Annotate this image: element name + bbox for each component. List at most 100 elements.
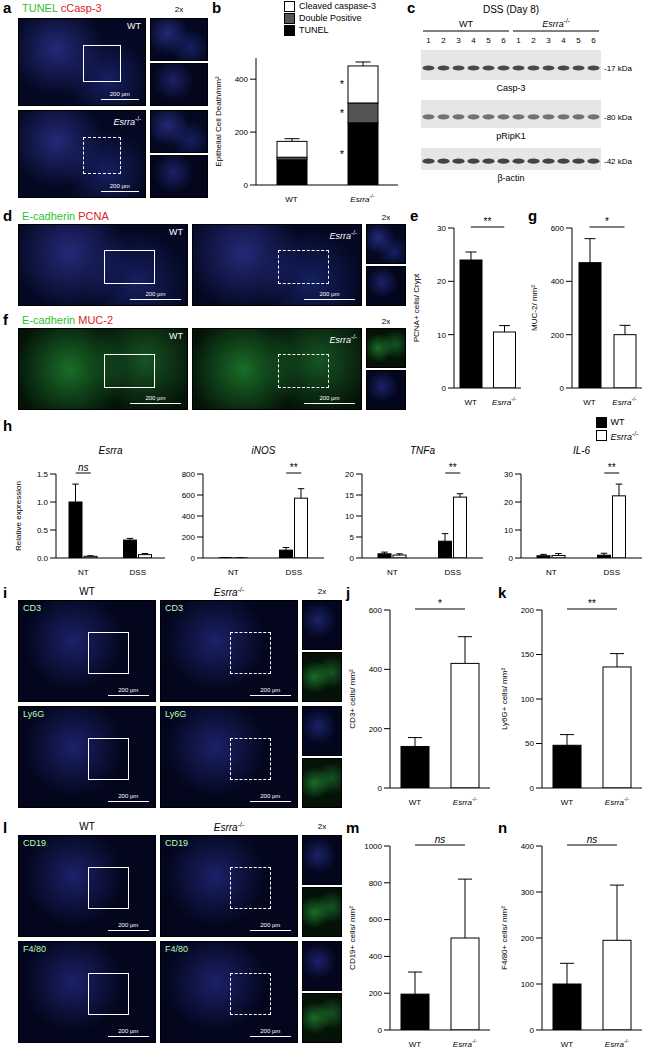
svg-text:**: ** xyxy=(290,462,298,473)
svg-text:*: * xyxy=(605,216,609,227)
svg-text:300: 300 xyxy=(521,888,535,897)
svg-text:DSS: DSS xyxy=(130,568,146,577)
svg-text:3: 3 xyxy=(546,36,551,45)
svg-text:0: 0 xyxy=(378,1026,383,1035)
svg-text:DSS (Day 8): DSS (Day 8) xyxy=(483,4,539,15)
svg-text:*: * xyxy=(438,598,442,609)
svg-text:6: 6 xyxy=(591,36,596,45)
svg-text:1: 1 xyxy=(426,36,431,45)
svg-text:Esrra-/-: Esrra-/- xyxy=(605,1038,630,1049)
svg-text:30: 30 xyxy=(437,224,446,233)
svg-text:*: * xyxy=(340,148,345,160)
svg-text:NT: NT xyxy=(546,568,557,577)
svg-text:*: * xyxy=(340,78,345,90)
svg-text:200: 200 xyxy=(235,128,249,137)
svg-text:0: 0 xyxy=(530,784,535,793)
svg-text:1: 1 xyxy=(516,36,521,45)
svg-text:0: 0 xyxy=(244,181,249,190)
svg-text:20: 20 xyxy=(437,277,446,286)
svg-text:Relative expression: Relative expression xyxy=(14,481,23,551)
svg-text:Esrra-/-: Esrra-/- xyxy=(492,396,517,407)
svg-text:**: ** xyxy=(449,462,457,473)
svg-text:pRipK1: pRipK1 xyxy=(496,131,526,141)
svg-text:WT: WT xyxy=(285,195,298,204)
svg-text:β-actin: β-actin xyxy=(497,173,524,183)
svg-text:5: 5 xyxy=(486,36,491,45)
svg-text:400: 400 xyxy=(521,842,535,851)
svg-text:400: 400 xyxy=(235,75,249,84)
svg-text:DSS: DSS xyxy=(445,568,461,577)
svg-text:1000: 1000 xyxy=(364,842,382,851)
svg-text:NT: NT xyxy=(228,568,239,577)
svg-text:WT: WT xyxy=(465,398,478,407)
svg-text:-80 kDa: -80 kDa xyxy=(604,113,633,122)
svg-text:400: 400 xyxy=(369,665,383,674)
svg-text:1.0: 1.0 xyxy=(37,498,49,507)
svg-text:ns: ns xyxy=(587,834,598,845)
svg-text:*: * xyxy=(340,107,345,119)
svg-text:15: 15 xyxy=(345,491,354,500)
svg-text:100: 100 xyxy=(521,695,535,704)
svg-text:WT: WT xyxy=(409,798,422,807)
svg-text:-42 kDa: -42 kDa xyxy=(604,157,633,166)
svg-text:200: 200 xyxy=(182,533,196,542)
svg-text:200: 200 xyxy=(369,725,383,734)
svg-text:DSS: DSS xyxy=(604,568,620,577)
svg-text:-17 kDa: -17 kDa xyxy=(604,64,633,73)
svg-text:**: ** xyxy=(608,462,616,473)
svg-text:600: 600 xyxy=(182,491,196,500)
svg-text:200: 200 xyxy=(521,934,535,943)
svg-text:WT: WT xyxy=(561,1040,574,1049)
svg-text:PCNA+ cells/ Crypt: PCNA+ cells/ Crypt xyxy=(412,273,421,342)
svg-text:100: 100 xyxy=(521,980,535,989)
svg-text:30: 30 xyxy=(504,470,513,479)
svg-text:2: 2 xyxy=(441,36,446,45)
svg-text:WT: WT xyxy=(583,398,596,407)
svg-text:NT: NT xyxy=(78,568,89,577)
svg-text:2: 2 xyxy=(531,36,536,45)
svg-text:400: 400 xyxy=(182,512,196,521)
svg-text:ns: ns xyxy=(78,462,89,473)
svg-text:Esrra-/-: Esrra-/- xyxy=(542,17,569,29)
svg-text:Ly6G+ cells/ mm²: Ly6G+ cells/ mm² xyxy=(500,668,509,730)
svg-text:4: 4 xyxy=(471,36,476,45)
svg-text:DSS: DSS xyxy=(286,568,302,577)
svg-text:200: 200 xyxy=(551,331,565,340)
svg-text:6: 6 xyxy=(501,36,506,45)
svg-text:10: 10 xyxy=(504,526,513,535)
svg-text:20: 20 xyxy=(504,498,513,507)
svg-text:200: 200 xyxy=(369,989,383,998)
svg-text:**: ** xyxy=(484,216,492,227)
svg-text:**: ** xyxy=(588,598,596,609)
svg-text:200: 200 xyxy=(521,606,535,615)
svg-text:0: 0 xyxy=(350,554,355,563)
svg-text:800: 800 xyxy=(182,470,196,479)
svg-text:0: 0 xyxy=(191,554,196,563)
svg-text:800: 800 xyxy=(369,879,383,888)
svg-text:10: 10 xyxy=(437,331,446,340)
svg-text:4: 4 xyxy=(561,36,566,45)
svg-text:0: 0 xyxy=(530,1026,535,1035)
svg-text:WT: WT xyxy=(459,19,473,29)
svg-text:WT: WT xyxy=(561,798,574,807)
svg-text:5: 5 xyxy=(576,36,581,45)
svg-text:10: 10 xyxy=(345,512,354,521)
svg-text:NT: NT xyxy=(387,568,398,577)
svg-text:0: 0 xyxy=(442,384,447,393)
svg-text:Esrra-/-: Esrra-/- xyxy=(453,1038,478,1049)
svg-text:20: 20 xyxy=(345,470,354,479)
svg-text:0: 0 xyxy=(509,554,514,563)
svg-text:0.5: 0.5 xyxy=(37,526,49,535)
svg-text:600: 600 xyxy=(369,915,383,924)
svg-text:Esrra-/-: Esrra-/- xyxy=(350,193,375,204)
svg-text:0: 0 xyxy=(378,784,383,793)
svg-text:MUC-2/ mm²: MUC-2/ mm² xyxy=(530,285,539,331)
svg-text:CD19+ cells/ mm²: CD19+ cells/ mm² xyxy=(348,906,357,970)
svg-text:3: 3 xyxy=(456,36,461,45)
svg-text:400: 400 xyxy=(551,277,565,286)
svg-text:Esrra-/-: Esrra-/- xyxy=(612,396,637,407)
svg-text:Esrra-/-: Esrra-/- xyxy=(453,796,478,807)
svg-text:400: 400 xyxy=(369,952,383,961)
svg-text:CD3+ cells/ mm²: CD3+ cells/ mm² xyxy=(348,669,357,729)
svg-text:F4/80+ cells/ mm²: F4/80+ cells/ mm² xyxy=(500,906,509,970)
